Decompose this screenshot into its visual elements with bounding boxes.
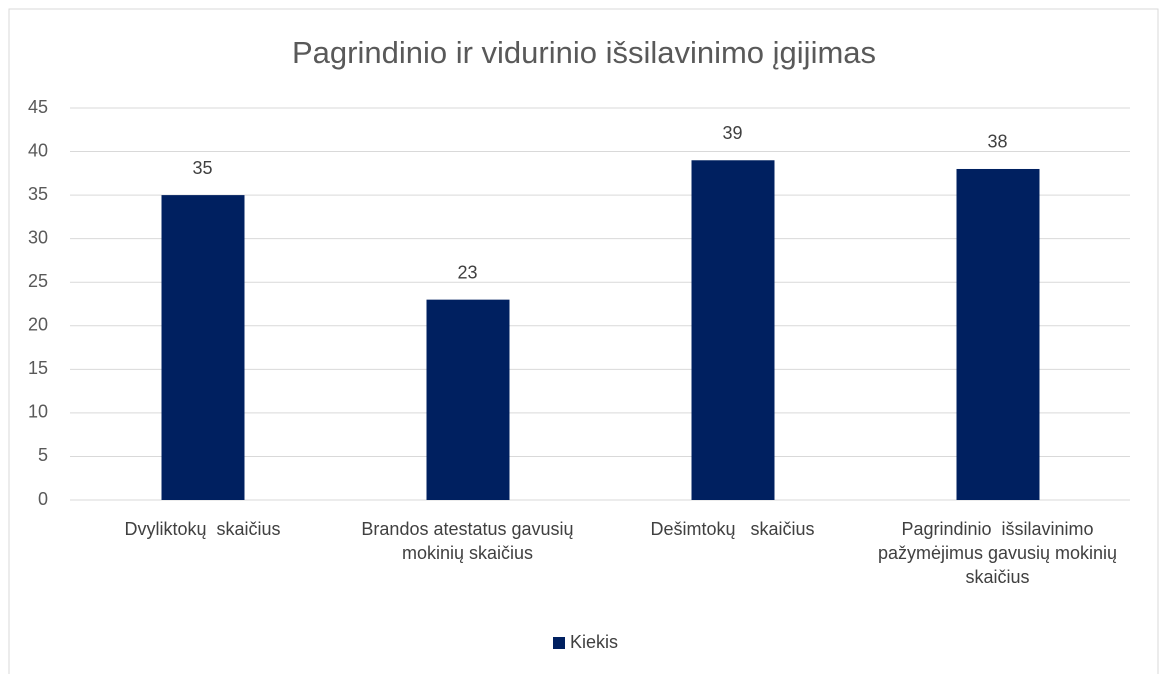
- y-tick-label: 30: [28, 227, 48, 247]
- data-label: 35: [192, 158, 212, 178]
- x-tick-label: Dvyliktokų skaičius: [124, 519, 281, 539]
- y-tick-label: 35: [28, 184, 48, 204]
- y-tick-label: 40: [28, 140, 48, 160]
- legend-label: Kiekis: [570, 632, 618, 652]
- y-tick-label: 15: [28, 358, 48, 378]
- y-tick-label: 0: [38, 489, 48, 509]
- x-tick-label: Dešimtokų skaičius: [650, 519, 815, 539]
- data-label: 23: [457, 262, 477, 282]
- bar: [691, 160, 775, 500]
- x-tick-label: Brandos atestatus gavusių mokinių skaiči…: [361, 519, 579, 563]
- y-tick-label: 25: [28, 271, 48, 291]
- bar: [161, 195, 245, 500]
- y-tick-label: 20: [28, 315, 48, 335]
- y-tick-label: 10: [28, 402, 48, 422]
- x-tick-label: Pagrindinio išsilavinimo pažymėjimus gav…: [877, 519, 1123, 587]
- chart-title: Pagrindinio ir vidurinio išsilavinimo įg…: [292, 35, 876, 70]
- data-label: 38: [987, 132, 1007, 152]
- y-tick-label: 5: [38, 445, 48, 465]
- bar: [956, 168, 1040, 500]
- legend-swatch: [553, 637, 565, 649]
- y-tick-label: 45: [28, 97, 48, 117]
- data-label: 39: [722, 123, 742, 143]
- bar: [426, 299, 510, 500]
